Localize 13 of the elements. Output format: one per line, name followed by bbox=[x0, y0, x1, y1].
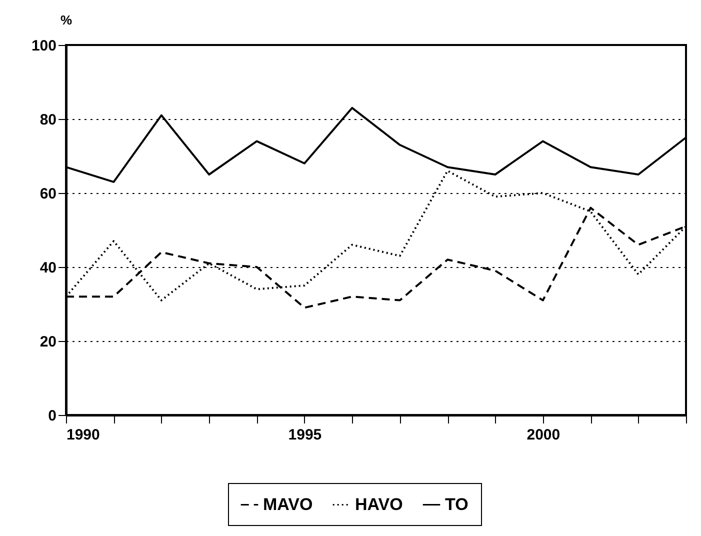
y-tick-label: 80 bbox=[40, 112, 56, 128]
y-tick-label: 20 bbox=[40, 334, 56, 350]
y-tick-label: 40 bbox=[40, 260, 56, 276]
x-tick-label: 1995 bbox=[288, 426, 322, 444]
x-tick-label: 2000 bbox=[526, 426, 560, 444]
y-axis-title: % bbox=[60, 12, 72, 28]
legend-label: HAVO bbox=[355, 494, 403, 514]
y-tick-label: 100 bbox=[31, 38, 56, 54]
x-tick-label: 1990 bbox=[66, 426, 100, 444]
legend-label: TO bbox=[445, 494, 468, 514]
y-tick-label: 60 bbox=[40, 186, 56, 202]
y-tick-label: 0 bbox=[48, 408, 56, 424]
legend-label: MAVO bbox=[263, 494, 313, 514]
